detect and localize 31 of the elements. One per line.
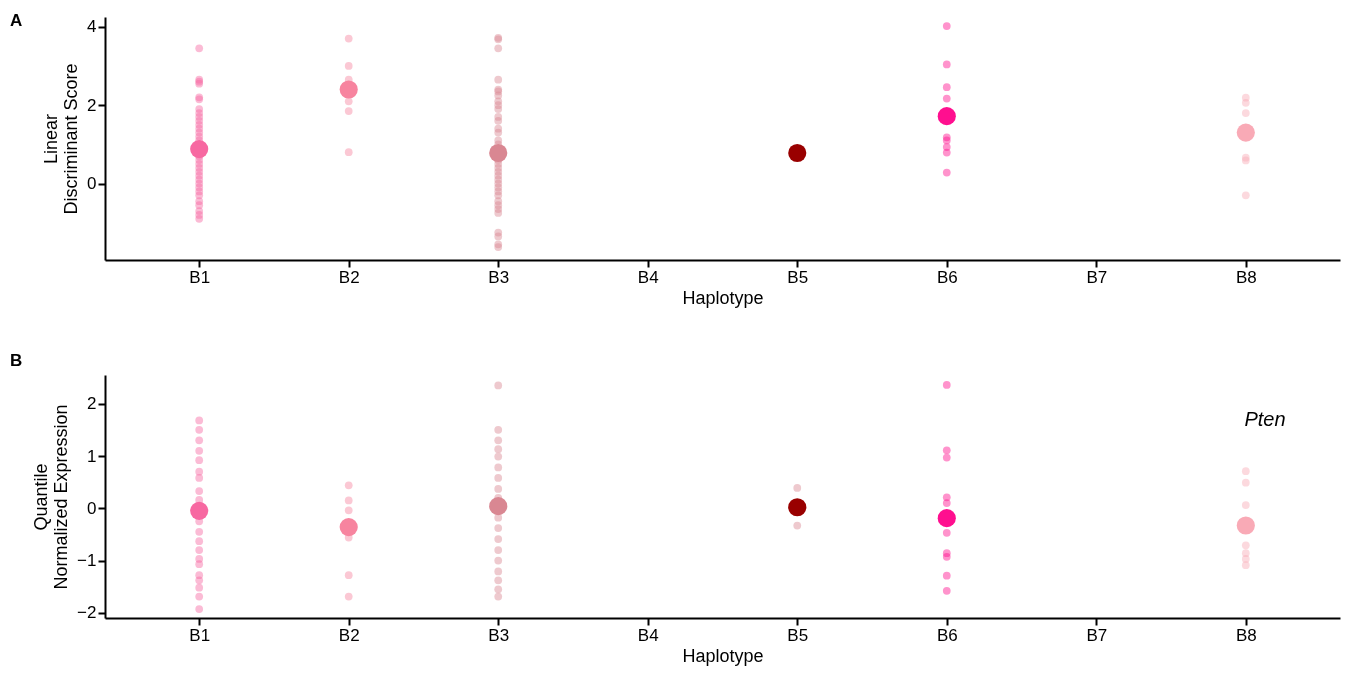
- x-axis-title: Haplotype: [682, 645, 764, 666]
- x-tick-label: B7: [1086, 625, 1108, 645]
- y-tick-label: −2: [77, 603, 97, 623]
- x-axis-title: Haplotype: [682, 287, 764, 308]
- x-tick-label: B8: [1235, 267, 1257, 287]
- x-tick-label: B8: [1235, 625, 1257, 645]
- y-tick-label: 4: [87, 17, 97, 37]
- chart-title: B: [10, 351, 23, 370]
- x-tick-label: B5: [787, 267, 809, 287]
- x-tick-label: B2: [338, 625, 360, 645]
- x-tick-label: B6: [936, 625, 958, 645]
- x-tick-label: B7: [1086, 267, 1108, 287]
- x-tick-label: B5: [787, 625, 809, 645]
- y-tick-label: 0: [87, 174, 97, 194]
- y-tick-label: 1: [87, 446, 97, 466]
- y-axis-title: Linear Discriminant Score: [41, 63, 82, 215]
- x-tick-label: B3: [488, 625, 510, 645]
- annotation: Pten: [1244, 408, 1286, 430]
- y-tick-label: −1: [77, 551, 97, 571]
- y-tick-label: 2: [87, 394, 97, 414]
- x-tick-label: B4: [637, 267, 659, 287]
- y-tick-label: 0: [87, 498, 97, 518]
- x-tick-label: B3: [488, 267, 510, 287]
- x-tick-label: B2: [338, 267, 360, 287]
- x-tick-label: B1: [189, 625, 211, 645]
- x-tick-label: B1: [189, 267, 211, 287]
- y-tick-label: 2: [87, 95, 97, 115]
- chart-title: A: [10, 11, 23, 30]
- x-tick-label: B6: [936, 267, 958, 287]
- x-tick-label: B4: [637, 625, 659, 645]
- y-axis-title: Quantile Normalized Expression: [31, 404, 72, 590]
